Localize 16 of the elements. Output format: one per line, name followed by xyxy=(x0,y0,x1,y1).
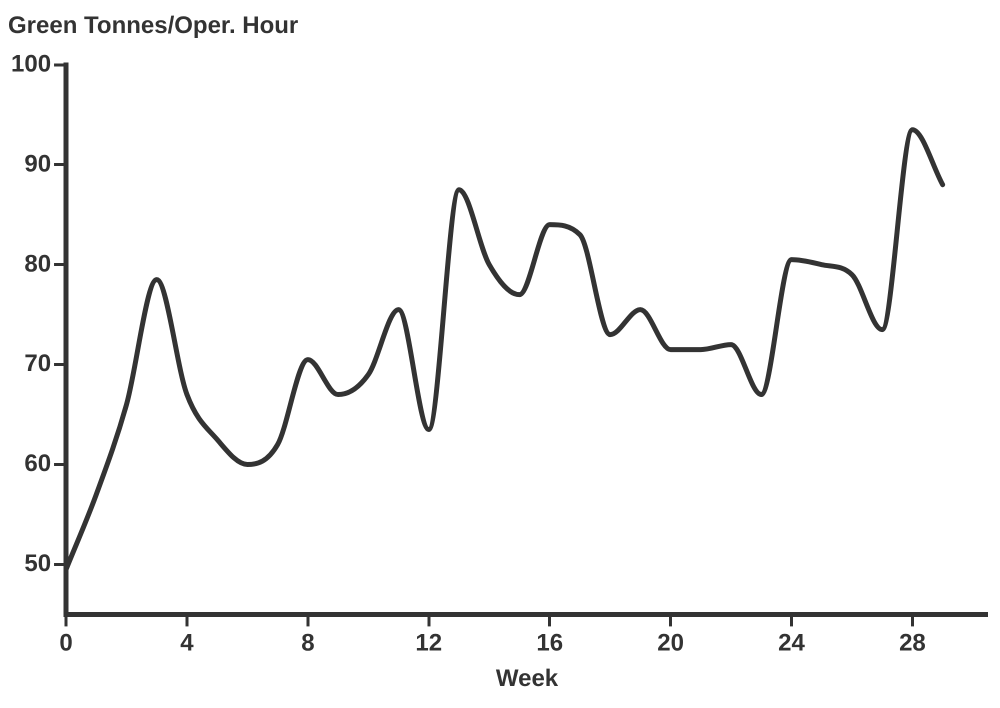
x-tick-label: 12 xyxy=(415,629,442,656)
y-tick-label: 80 xyxy=(24,250,52,278)
y-tick-label: 50 xyxy=(24,550,52,578)
y-tick-label: 100 xyxy=(10,50,52,78)
x-tick-label: 16 xyxy=(536,629,564,656)
y-tick-label: 90 xyxy=(24,150,52,178)
y-tick-label: 70 xyxy=(24,350,52,378)
x-tick-label: 20 xyxy=(657,629,684,656)
x-tick-label: 24 xyxy=(778,629,806,656)
x-tick-label: 0 xyxy=(59,629,73,656)
y-tick-label: 60 xyxy=(24,450,52,478)
x-tick-label: 8 xyxy=(301,629,315,656)
x-tick-label: 4 xyxy=(180,629,194,656)
x-tick-label: 28 xyxy=(899,629,926,656)
x-axis-title: Week xyxy=(496,665,559,692)
chart-title: Green Tonnes/Oper. Hour xyxy=(8,12,298,40)
